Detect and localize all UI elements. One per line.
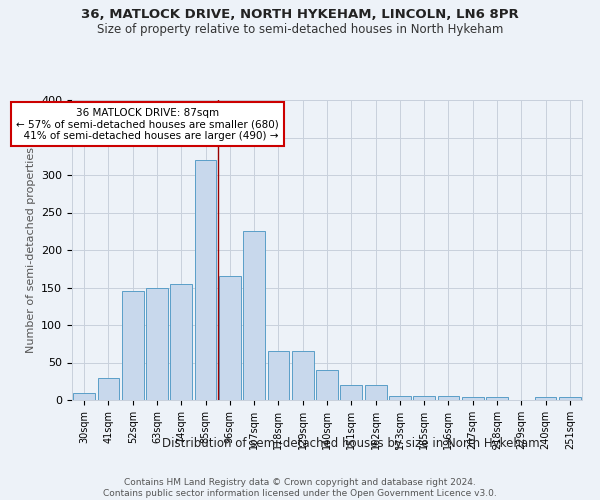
Bar: [413, 396, 435, 400]
Bar: [486, 397, 508, 400]
Bar: [316, 370, 338, 400]
Bar: [97, 378, 119, 400]
Bar: [73, 392, 95, 400]
Bar: [219, 276, 241, 400]
Bar: [462, 397, 484, 400]
Bar: [243, 231, 265, 400]
Bar: [146, 288, 168, 400]
Bar: [194, 160, 217, 400]
Bar: [292, 351, 314, 400]
Bar: [340, 385, 362, 400]
Bar: [437, 396, 460, 400]
Y-axis label: Number of semi-detached properties: Number of semi-detached properties: [26, 147, 35, 353]
Text: 36 MATLOCK DRIVE: 87sqm
← 57% of semi-detached houses are smaller (680)
  41% of: 36 MATLOCK DRIVE: 87sqm ← 57% of semi-de…: [16, 108, 278, 140]
Text: Contains HM Land Registry data © Crown copyright and database right 2024.
Contai: Contains HM Land Registry data © Crown c…: [103, 478, 497, 498]
Bar: [170, 284, 192, 400]
Bar: [535, 397, 556, 400]
Text: 36, MATLOCK DRIVE, NORTH HYKEHAM, LINCOLN, LN6 8PR: 36, MATLOCK DRIVE, NORTH HYKEHAM, LINCOL…: [81, 8, 519, 20]
Text: Size of property relative to semi-detached houses in North Hykeham: Size of property relative to semi-detach…: [97, 22, 503, 36]
Bar: [559, 397, 581, 400]
Text: Distribution of semi-detached houses by size in North Hykeham: Distribution of semi-detached houses by …: [162, 438, 540, 450]
Bar: [365, 385, 386, 400]
Bar: [122, 291, 143, 400]
Bar: [389, 396, 411, 400]
Bar: [268, 351, 289, 400]
